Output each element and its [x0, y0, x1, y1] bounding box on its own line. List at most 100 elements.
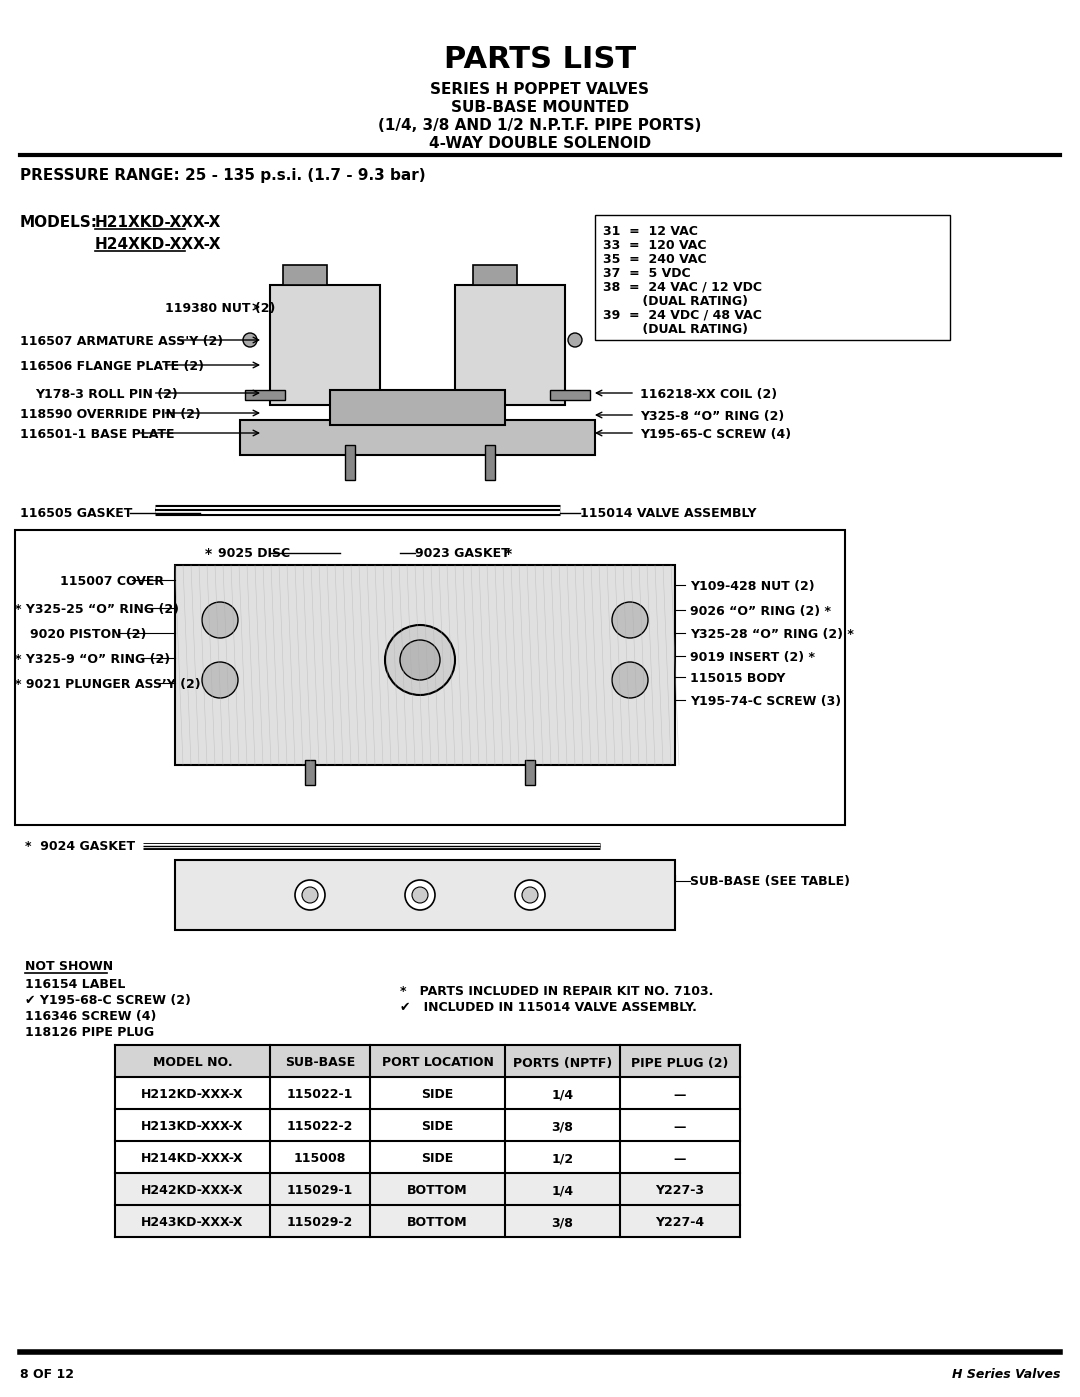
Text: 9025 DISC: 9025 DISC: [218, 548, 291, 560]
Text: NOT SHOWN: NOT SHOWN: [25, 960, 113, 972]
Bar: [114, 1206, 740, 1236]
Bar: [240, 420, 595, 455]
Text: PRESSURE RANGE: 25 - 135 p.s.i. (1.7 - 9.3 bar): PRESSURE RANGE: 25 - 135 p.s.i. (1.7 - 9…: [21, 168, 426, 183]
Text: —: —: [674, 1153, 686, 1165]
Text: Y325-8 “O” RING (2): Y325-8 “O” RING (2): [640, 409, 784, 423]
Text: 9023 GASKET: 9023 GASKET: [415, 548, 510, 560]
Text: 116505 GASKET: 116505 GASKET: [21, 507, 133, 520]
Circle shape: [243, 332, 257, 346]
Text: *   PARTS INCLUDED IN REPAIR KIT NO. 7103.: * PARTS INCLUDED IN REPAIR KIT NO. 7103.: [400, 985, 714, 997]
Text: Y178-3 ROLL PIN (2): Y178-3 ROLL PIN (2): [35, 388, 178, 401]
Text: Y325-28 “O” RING (2) *: Y325-28 “O” RING (2) *: [690, 629, 854, 641]
Bar: [525, 760, 535, 785]
Text: —: —: [674, 1088, 686, 1101]
Bar: [595, 215, 950, 339]
Text: 9020 PISTON (2): 9020 PISTON (2): [30, 629, 147, 641]
Text: 116506 FLANGE PLATE (2): 116506 FLANGE PLATE (2): [21, 360, 204, 373]
Text: PORT LOCATION: PORT LOCATION: [381, 1056, 494, 1070]
Circle shape: [400, 640, 440, 680]
Text: 1/4: 1/4: [552, 1185, 573, 1197]
Text: PORTS (NPTF): PORTS (NPTF): [513, 1056, 612, 1070]
Text: H213KD-XXX-X: H213KD-XXX-X: [141, 1120, 244, 1133]
Circle shape: [411, 887, 428, 902]
Text: ✔   INCLUDED IN 115014 VALVE ASSEMBLY.: ✔ INCLUDED IN 115014 VALVE ASSEMBLY.: [400, 1002, 697, 1014]
Bar: [305, 760, 315, 785]
Text: 115022-2: 115022-2: [287, 1120, 353, 1133]
Bar: [270, 285, 380, 405]
Bar: [330, 390, 505, 425]
Bar: [473, 265, 517, 285]
Text: H242KD-XXX-X: H242KD-XXX-X: [141, 1185, 244, 1197]
Text: Y227-4: Y227-4: [656, 1217, 704, 1229]
Text: (1/4, 3/8 AND 1/2 N.P.T.F. PIPE PORTS): (1/4, 3/8 AND 1/2 N.P.T.F. PIPE PORTS): [378, 117, 702, 133]
Text: H243KD-XXX-X: H243KD-XXX-X: [141, 1217, 244, 1229]
Text: 118590 OVERRIDE PIN (2): 118590 OVERRIDE PIN (2): [21, 408, 201, 420]
Text: 39  =  24 VDC / 48 VAC: 39 = 24 VDC / 48 VAC: [603, 309, 761, 321]
Text: SIDE: SIDE: [421, 1153, 454, 1165]
Text: 116501-1 BASE PLATE: 116501-1 BASE PLATE: [21, 427, 175, 441]
Circle shape: [405, 880, 435, 909]
Text: 4-WAY DOUBLE SOLENOID: 4-WAY DOUBLE SOLENOID: [429, 136, 651, 151]
Circle shape: [202, 662, 238, 698]
Bar: [485, 446, 495, 481]
Text: * Y325-9 “O” RING (2): * Y325-9 “O” RING (2): [15, 652, 171, 666]
Text: Y227-3: Y227-3: [656, 1185, 704, 1197]
Text: 115014 VALVE ASSEMBLY: 115014 VALVE ASSEMBLY: [580, 507, 756, 520]
Text: 115029-2: 115029-2: [287, 1217, 353, 1229]
Bar: [175, 861, 675, 930]
Text: SUB-BASE: SUB-BASE: [285, 1056, 355, 1070]
Text: 3/8: 3/8: [552, 1120, 573, 1133]
Bar: [15, 529, 845, 826]
Text: 116346 SCREW (4): 116346 SCREW (4): [25, 1010, 157, 1023]
Circle shape: [384, 624, 455, 694]
Circle shape: [612, 662, 648, 698]
Text: 31  =  12 VAC: 31 = 12 VAC: [603, 225, 698, 237]
Text: 37  =  5 VDC: 37 = 5 VDC: [603, 267, 690, 279]
Text: ✔ Y195-68-C SCREW (2): ✔ Y195-68-C SCREW (2): [25, 995, 191, 1007]
Circle shape: [202, 602, 238, 638]
Text: *: *: [505, 548, 512, 562]
Text: 1/4: 1/4: [552, 1088, 573, 1101]
Text: 35  =  240 VAC: 35 = 240 VAC: [603, 253, 706, 265]
Bar: [114, 1173, 740, 1206]
Bar: [345, 446, 355, 481]
Text: MODELS:: MODELS:: [21, 215, 98, 231]
Text: SIDE: SIDE: [421, 1088, 454, 1101]
Text: (DUAL RATING): (DUAL RATING): [603, 295, 748, 307]
Text: H212KD-XXX-X: H212KD-XXX-X: [141, 1088, 244, 1101]
Bar: [283, 265, 327, 285]
Bar: [175, 564, 675, 766]
Text: H24XKD-XXX-X: H24XKD-XXX-X: [95, 237, 221, 251]
Circle shape: [568, 332, 582, 346]
Text: MODEL NO.: MODEL NO.: [152, 1056, 232, 1070]
Circle shape: [522, 887, 538, 902]
Text: H Series Valves: H Series Valves: [951, 1368, 1059, 1382]
Text: 115008: 115008: [294, 1153, 347, 1165]
Bar: [550, 390, 590, 400]
Text: H214KD-XXX-X: H214KD-XXX-X: [141, 1153, 244, 1165]
Text: 118126 PIPE PLUG: 118126 PIPE PLUG: [25, 1025, 154, 1039]
Text: 9026 “O” RING (2) *: 9026 “O” RING (2) *: [690, 605, 831, 617]
Text: SUB-BASE (SEE TABLE): SUB-BASE (SEE TABLE): [690, 875, 850, 888]
Text: BOTTOM: BOTTOM: [407, 1217, 468, 1229]
Bar: [245, 390, 285, 400]
Text: 8 OF 12: 8 OF 12: [21, 1368, 75, 1382]
Text: 116507 ARMATURE ASS'Y (2): 116507 ARMATURE ASS'Y (2): [21, 335, 224, 348]
Text: PIPE PLUG (2): PIPE PLUG (2): [632, 1056, 729, 1070]
Text: 33  =  120 VAC: 33 = 120 VAC: [603, 239, 706, 251]
Circle shape: [612, 602, 648, 638]
Text: * Y325-25 “O” RING (2): * Y325-25 “O” RING (2): [15, 604, 179, 616]
Text: 38  =  24 VAC / 12 VDC: 38 = 24 VAC / 12 VDC: [603, 281, 762, 293]
Text: (DUAL RATING): (DUAL RATING): [603, 323, 748, 337]
Text: 1/2: 1/2: [552, 1153, 573, 1165]
Text: PARTS LIST: PARTS LIST: [444, 45, 636, 74]
Circle shape: [302, 887, 318, 902]
Text: 116218-XX COIL (2): 116218-XX COIL (2): [640, 388, 778, 401]
Circle shape: [515, 880, 545, 909]
Text: 115029-1: 115029-1: [287, 1185, 353, 1197]
Bar: [455, 285, 565, 405]
Text: SUB-BASE MOUNTED: SUB-BASE MOUNTED: [451, 101, 629, 115]
Text: 115015 BODY: 115015 BODY: [690, 672, 785, 685]
Text: 115022-1: 115022-1: [287, 1088, 353, 1101]
Text: *  9024 GASKET: * 9024 GASKET: [25, 840, 135, 854]
